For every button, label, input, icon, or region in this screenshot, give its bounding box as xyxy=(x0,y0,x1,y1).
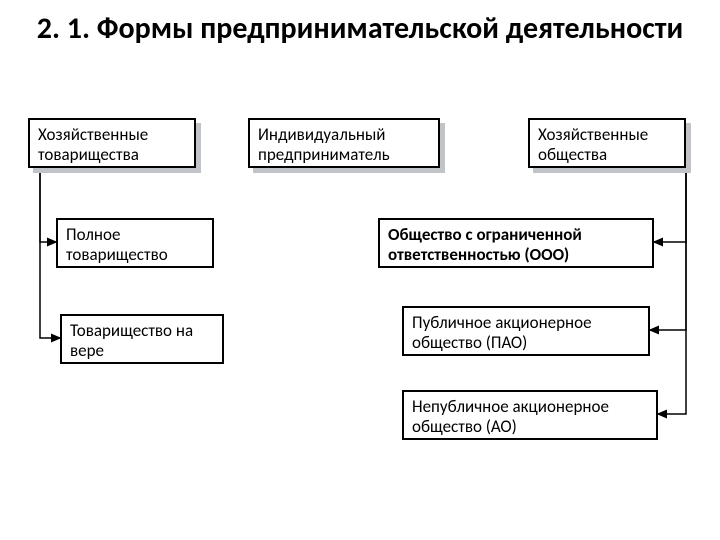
box-left_child1: Полное товарищество xyxy=(56,218,214,268)
connector-2 xyxy=(654,168,686,242)
connectors-layer xyxy=(0,0,720,540)
box-top_mid: Индивидуальный предприниматель xyxy=(248,118,440,168)
connector-0 xyxy=(40,168,56,242)
diagram-title: 2. 1. Формы предпринимательской деятельн… xyxy=(30,12,690,47)
box-right_child2: Публичное акционерное общество (ПАО) xyxy=(402,306,650,356)
box-left_child2: Товарищество на вере xyxy=(60,314,224,364)
box-right_child1: Общество с ограниченной ответственностью… xyxy=(378,218,654,268)
connector-3 xyxy=(650,168,686,330)
box-top_right: Хозяйственные общества xyxy=(528,118,686,168)
box-top_left: Хозяйственные товарищества xyxy=(28,118,196,168)
connector-4 xyxy=(658,168,686,414)
box-right_child3: Непубличное акционерное общество (АО) xyxy=(402,390,658,440)
